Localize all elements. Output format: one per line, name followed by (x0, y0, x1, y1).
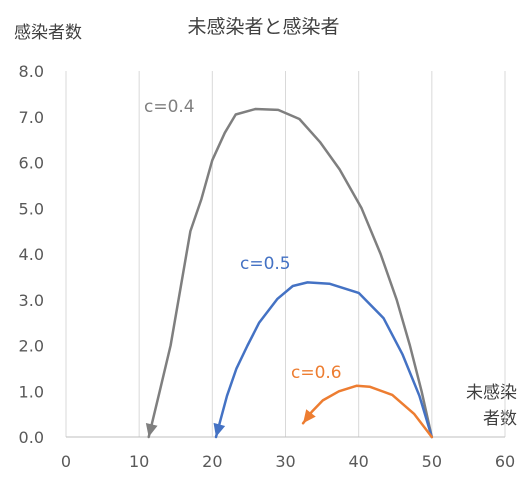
x-axis-title: 未感染 者数 (466, 380, 517, 432)
series-label: c=0.4 (144, 97, 195, 117)
x-tick-label: 10 (129, 452, 149, 471)
series-arrowhead (303, 409, 316, 424)
series-line (214, 281, 434, 439)
series-line (301, 384, 434, 439)
x-tick-label: 50 (422, 452, 442, 471)
y-tick-label: 1.0 (19, 382, 44, 401)
x-axis-title-line2: 者数 (483, 409, 517, 429)
x-tick-label: 30 (275, 452, 295, 471)
x-axis-title-line1: 未感染 (466, 383, 517, 403)
y-tick-label: 4.0 (19, 245, 44, 264)
x-tick-label: 20 (202, 452, 222, 471)
y-axis-title: 感染者数 (14, 23, 82, 43)
y-tick-label: 0.0 (19, 428, 44, 447)
y-tick-label: 8.0 (19, 62, 44, 81)
x-tick-label: 60 (495, 452, 515, 471)
x-tick-label: 0 (61, 452, 71, 471)
series-arrowhead (145, 422, 158, 437)
series-line (147, 107, 434, 439)
y-tick-label: 7.0 (19, 108, 44, 127)
series-arrowhead (213, 422, 226, 437)
x-tick-label: 40 (348, 452, 368, 471)
series-label: c=0.5 (240, 254, 291, 274)
series-label: c=0.6 (291, 363, 342, 383)
chart-title: 未感染者と感染者 (187, 16, 340, 38)
y-tick-label: 5.0 (19, 199, 44, 218)
y-tick-label: 6.0 (19, 154, 44, 173)
y-tick-label: 2.0 (19, 337, 44, 356)
y-tick-label: 3.0 (19, 291, 44, 310)
